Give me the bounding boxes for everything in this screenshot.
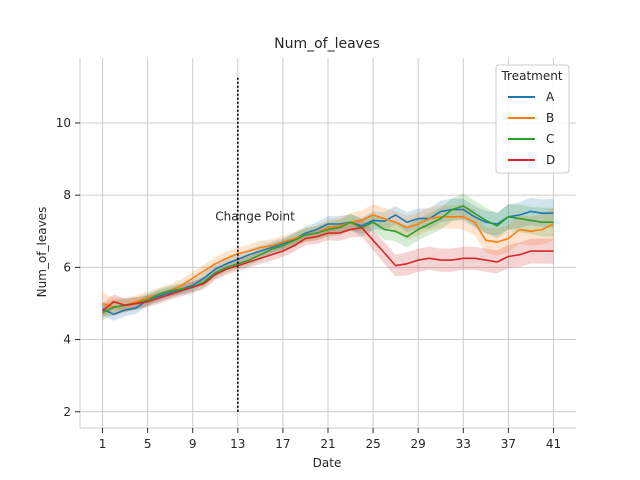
legend-label-d: D — [546, 153, 555, 167]
axis-ticks: 1 5 9 13 17 21 25 29 33 37 41 2 4 6 8 10 — [56, 116, 561, 451]
x-tick-label: 13 — [230, 437, 245, 451]
ci-band-d — [102, 218, 554, 318]
ci-band-c — [102, 193, 554, 321]
x-axis-label: Date — [313, 456, 342, 470]
ci-band-b — [102, 204, 554, 317]
x-tick-label: 37 — [501, 437, 516, 451]
legend-label-a: A — [546, 90, 555, 104]
x-tick-label: 9 — [189, 437, 197, 451]
y-tick-label: 4 — [63, 333, 71, 347]
x-tick-label: 21 — [320, 437, 335, 451]
chart-title: Num_of_leaves — [274, 36, 380, 52]
legend-label-c: C — [546, 132, 554, 146]
y-tick-label: 8 — [63, 188, 71, 202]
x-tick-label: 17 — [275, 437, 290, 451]
x-tick-label: 1 — [99, 437, 107, 451]
series-line-b — [102, 214, 554, 308]
x-tick-label: 5 — [144, 437, 152, 451]
ci-band-a — [102, 197, 554, 321]
y-tick-label: 2 — [63, 405, 71, 419]
x-tick-label: 25 — [365, 437, 380, 451]
y-tick-label: 6 — [63, 260, 71, 274]
series-line-d — [102, 226, 554, 312]
y-tick-label: 10 — [56, 116, 71, 130]
x-tick-label: 33 — [456, 437, 471, 451]
confidence-bands — [102, 193, 554, 321]
change-point-label: Change Point — [215, 209, 295, 223]
legend-title: Treatment — [500, 69, 562, 83]
x-tick-label: 29 — [411, 437, 426, 451]
grid-lines — [80, 58, 576, 428]
legend-label-b: B — [546, 111, 554, 125]
series-lines — [102, 205, 554, 316]
x-tick-label: 41 — [546, 437, 561, 451]
y-axis-label: Num_of_leaves — [35, 207, 49, 298]
series-line-c — [102, 205, 554, 314]
